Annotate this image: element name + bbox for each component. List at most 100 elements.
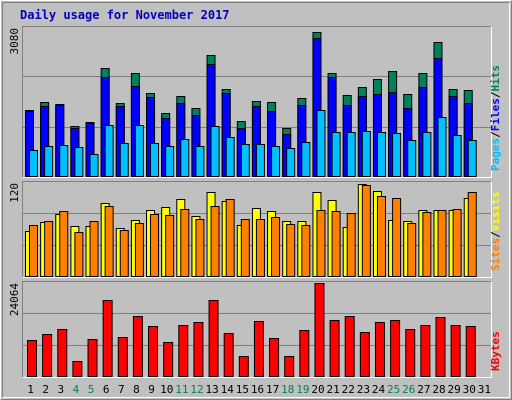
bar-pages (89, 154, 99, 177)
day-label: 3 (58, 383, 65, 396)
day-label: 25 (387, 383, 400, 396)
panel-kbytes-bevel-dark (22, 281, 492, 378)
bar-kbytes (117, 337, 128, 377)
bar-pages (422, 132, 432, 177)
day-label: 16 (251, 383, 264, 396)
bar-kbytes (374, 322, 385, 377)
legend-label-part: / (489, 231, 502, 238)
bar-pages (134, 125, 144, 177)
chart-title: Daily usage for November 2017 (20, 8, 230, 22)
legend-label-bottom: KBytes (489, 331, 502, 371)
bar-sites (89, 221, 99, 277)
bar-sites (255, 219, 265, 277)
bar-pages (467, 140, 477, 177)
bar-pages (29, 150, 38, 177)
legend-label-top: Pages/Files/Hits (489, 65, 502, 171)
day-label: 29 (448, 383, 461, 396)
bar-kbytes (390, 320, 401, 377)
day-label: 27 (417, 383, 430, 396)
bar-kbytes (42, 334, 53, 377)
bar-pages (150, 143, 160, 177)
legend-label-part: / (489, 131, 502, 138)
day-label: 9 (148, 383, 155, 396)
bar-pages (240, 144, 250, 177)
panel-visits-sites-bevel-dark (22, 181, 492, 278)
bar-sites (150, 214, 160, 277)
panel-kbytes-bevel-light (22, 281, 492, 378)
bar-kbytes (405, 329, 416, 377)
bar-pages (437, 117, 447, 177)
bar-kbytes (284, 356, 295, 377)
day-label: 17 (266, 383, 279, 396)
day-label: 15 (236, 383, 249, 396)
bar-pages (452, 135, 462, 177)
legend-label-part: Files (489, 98, 502, 131)
legend-label-part: / (489, 91, 502, 98)
day-label: 22 (342, 383, 355, 396)
bar-kbytes (223, 333, 234, 377)
bar-sites (392, 198, 402, 277)
panel-hits-files-pages-ymax-label: 3080 (8, 28, 21, 55)
bar-sites (240, 219, 250, 277)
bar-kbytes (269, 338, 280, 377)
bar-sites (467, 192, 477, 277)
panel-hits-files-pages-bevel-dark (22, 26, 492, 178)
bar-sites (134, 223, 144, 277)
bar-sites (346, 213, 356, 277)
bar-sites (316, 210, 326, 277)
bar-pages (119, 143, 129, 177)
day-label: 19 (296, 383, 309, 396)
bar-sites (74, 232, 84, 277)
legend-label-part: Sites (489, 238, 502, 271)
bar-sites (119, 230, 129, 277)
bar-kbytes (344, 316, 355, 377)
bar-kbytes (359, 332, 370, 377)
day-label: 11 (175, 383, 188, 396)
bar-pages (331, 132, 341, 177)
day-label: 4 (73, 383, 80, 396)
bar-kbytes (253, 321, 264, 377)
bar-kbytes (465, 326, 476, 377)
bar-pages (180, 139, 190, 177)
day-label: 30 (463, 383, 476, 396)
day-label: 18 (281, 383, 294, 396)
bar-sites (286, 224, 296, 277)
bar-sites (225, 199, 235, 277)
bar-kbytes (238, 356, 249, 377)
bar-kbytes (87, 339, 98, 377)
day-label: 5 (88, 383, 95, 396)
day-label: 7 (118, 383, 125, 396)
bar-pages (376, 132, 386, 177)
bar-sites (437, 210, 447, 277)
day-label: 1 (27, 383, 34, 396)
day-label: 12 (190, 383, 203, 396)
panel-kbytes-ymax-label: 24064 (8, 283, 21, 316)
bar-kbytes (329, 320, 340, 377)
bar-pages (316, 110, 326, 177)
bar-sites (44, 221, 54, 277)
bar-kbytes (57, 329, 68, 377)
bar-pages (407, 140, 417, 177)
bar-sites (331, 211, 341, 277)
bar-pages (74, 147, 84, 177)
bar-kbytes (132, 316, 143, 377)
day-label: 6 (103, 383, 110, 396)
day-label: 24 (372, 383, 386, 396)
bar-pages (286, 148, 296, 177)
bar-pages (361, 131, 371, 177)
bar-pages (59, 145, 69, 177)
panel-hits-files-pages-bevel-light (22, 26, 492, 178)
bar-kbytes (193, 322, 204, 377)
legend-label-part: Visits (489, 192, 502, 232)
legend-label-part: KBytes (489, 331, 502, 371)
bar-pages (392, 133, 402, 177)
bar-sites (104, 206, 114, 277)
bar-pages (195, 146, 205, 177)
panel-visits-sites-bevel-light (22, 181, 492, 278)
bar-sites (422, 212, 432, 277)
bar-kbytes (299, 330, 310, 377)
